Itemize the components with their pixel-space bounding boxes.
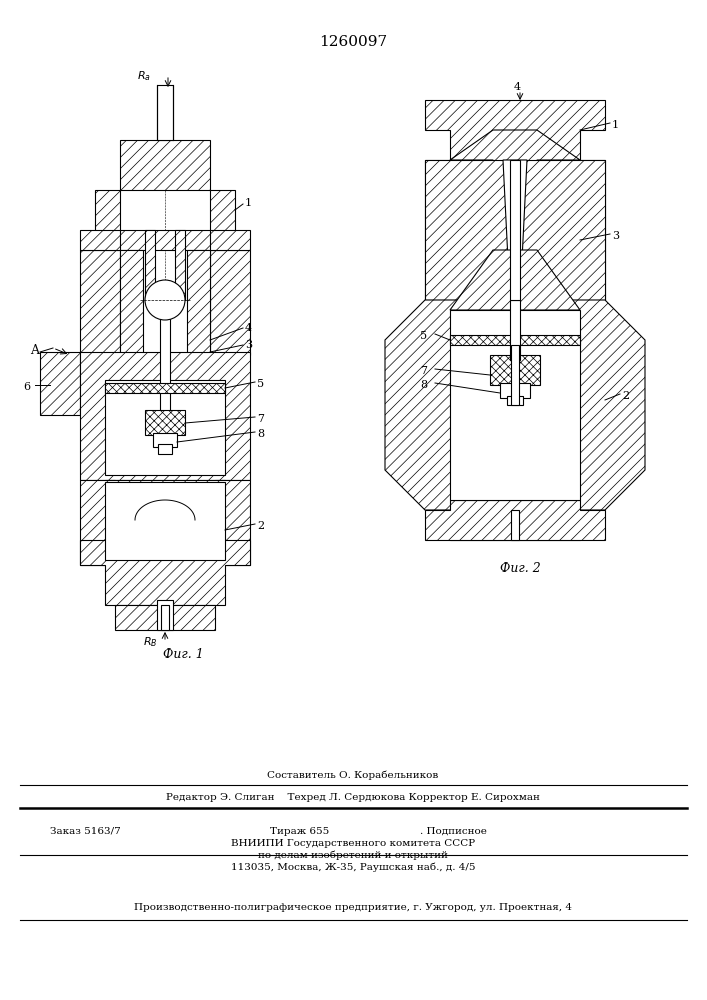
Text: A: A <box>30 344 39 357</box>
Bar <box>105 380 225 475</box>
Polygon shape <box>115 605 215 630</box>
Text: 7: 7 <box>257 414 264 424</box>
Bar <box>500 383 530 398</box>
Bar <box>157 600 173 630</box>
Text: 6: 6 <box>23 382 30 392</box>
Bar <box>510 160 520 300</box>
Polygon shape <box>210 230 250 250</box>
Text: 1: 1 <box>245 198 252 208</box>
Text: 113035, Москва, Ж-35, Раушская наб., д. 4/5: 113035, Москва, Ж-35, Раушская наб., д. … <box>230 862 475 872</box>
Polygon shape <box>120 140 210 190</box>
Polygon shape <box>105 480 115 540</box>
Bar <box>511 345 519 405</box>
Bar <box>511 510 519 540</box>
Polygon shape <box>385 300 645 510</box>
Text: ВНИИПИ Государственного комитета СССР: ВНИИПИ Государственного комитета СССР <box>231 838 475 848</box>
Text: . Подписное: . Подписное <box>420 826 487 836</box>
Polygon shape <box>425 160 605 300</box>
Text: 3: 3 <box>612 231 619 241</box>
Polygon shape <box>95 190 235 250</box>
Polygon shape <box>450 510 580 540</box>
Polygon shape <box>450 250 580 310</box>
Polygon shape <box>187 250 210 355</box>
Text: 1260097: 1260097 <box>319 35 387 49</box>
Polygon shape <box>80 352 250 480</box>
Bar <box>158 444 172 454</box>
Text: Редактор Э. Слиган    Техред Л. Сердюкова Корректор Е. Сирохман: Редактор Э. Слиган Техред Л. Сердюкова К… <box>166 792 540 802</box>
Text: Производственно-полиграфическое предприятие, г. Ужгород, ул. Проектная, 4: Производственно-полиграфическое предприя… <box>134 902 572 912</box>
Text: Тираж 655: Тираж 655 <box>270 826 329 836</box>
Polygon shape <box>80 480 250 565</box>
Text: 3: 3 <box>245 340 252 350</box>
Polygon shape <box>80 230 120 250</box>
Bar <box>105 482 225 560</box>
Bar <box>145 410 185 435</box>
Text: 5: 5 <box>420 331 427 341</box>
Text: 2: 2 <box>622 391 629 401</box>
Text: Составитель О. Корабельников: Составитель О. Корабельников <box>267 770 438 780</box>
Text: $R_B$: $R_B$ <box>143 635 158 649</box>
Bar <box>490 355 540 385</box>
Bar <box>157 85 173 140</box>
Bar <box>153 433 177 447</box>
Text: 8: 8 <box>420 380 427 390</box>
Text: Фиг. 1: Фиг. 1 <box>163 648 204 662</box>
Bar <box>161 605 169 630</box>
Polygon shape <box>40 352 80 415</box>
Polygon shape <box>425 100 605 160</box>
Polygon shape <box>215 480 225 540</box>
Polygon shape <box>425 500 605 540</box>
Polygon shape <box>450 310 580 500</box>
Polygon shape <box>503 160 527 300</box>
Bar <box>105 383 225 393</box>
Text: 2: 2 <box>257 521 264 531</box>
Polygon shape <box>80 540 250 605</box>
Polygon shape <box>80 250 120 355</box>
Polygon shape <box>120 250 143 355</box>
Polygon shape <box>425 160 493 300</box>
Text: $R_a$: $R_a$ <box>137 69 151 83</box>
Text: 4: 4 <box>245 323 252 333</box>
Text: Заказ 5163/7: Заказ 5163/7 <box>50 826 121 836</box>
Bar <box>160 300 170 440</box>
Text: по делам изобретений и открытий: по делам изобретений и открытий <box>258 850 448 860</box>
Polygon shape <box>175 230 185 300</box>
Text: 4: 4 <box>513 82 520 92</box>
Bar <box>507 396 523 405</box>
Text: 1: 1 <box>612 120 619 130</box>
Polygon shape <box>145 230 155 300</box>
Text: 8: 8 <box>257 429 264 439</box>
Bar <box>450 335 580 345</box>
Bar <box>510 300 520 360</box>
Polygon shape <box>537 160 605 300</box>
Text: 7: 7 <box>420 366 427 376</box>
Text: 5: 5 <box>257 379 264 389</box>
Polygon shape <box>210 250 250 355</box>
Polygon shape <box>450 130 580 300</box>
Text: Фиг. 2: Фиг. 2 <box>500 562 540 574</box>
Circle shape <box>145 280 185 320</box>
